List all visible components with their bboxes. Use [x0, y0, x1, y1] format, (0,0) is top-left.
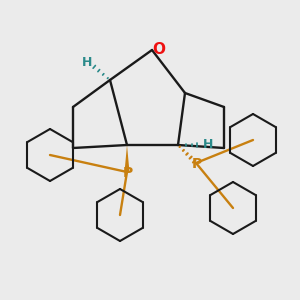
- Text: P: P: [192, 157, 202, 171]
- Text: H: H: [82, 56, 92, 68]
- Text: O: O: [152, 43, 166, 58]
- Text: H: H: [203, 139, 213, 152]
- Text: P: P: [123, 166, 133, 180]
- Polygon shape: [124, 145, 130, 172]
